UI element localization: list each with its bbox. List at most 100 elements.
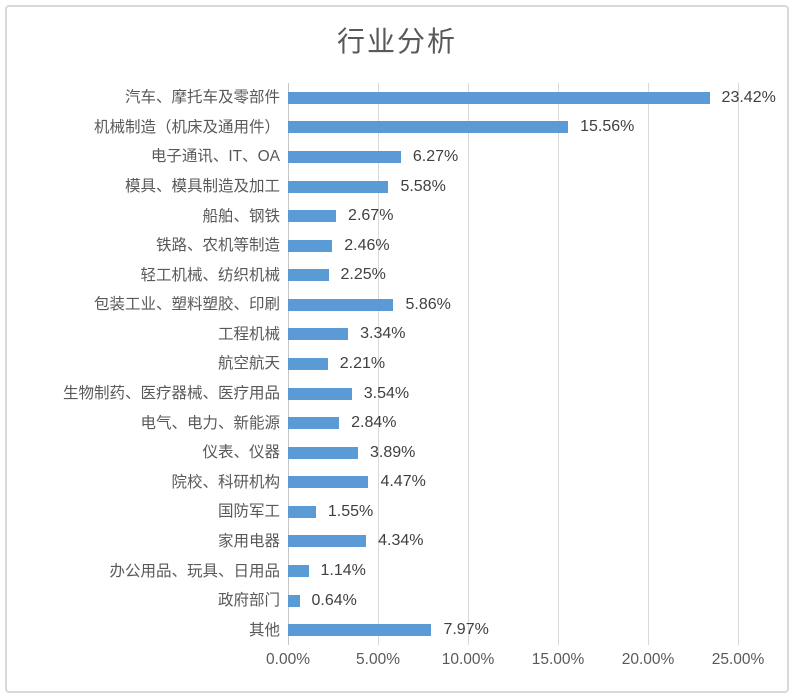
bar-track: 4.47% (288, 468, 768, 498)
value-label: 23.42% (721, 88, 776, 106)
value-label: 5.86% (405, 295, 451, 313)
bar-rows: 汽车、摩托车及零部件 23.42% 机械制造（机床及通用件） 15.56% 电子通讯、I… (8, 83, 776, 645)
value-label: 5.58% (400, 177, 446, 195)
bar-track: 2.67% (288, 201, 768, 231)
value-label: 3.89% (370, 443, 416, 461)
gridline (468, 83, 469, 645)
value-label: 3.54% (363, 384, 410, 402)
bar-row: 生物制药、医疗器械、医疗用品 3.54% (8, 379, 768, 409)
x-tick-label: 20.00% (621, 651, 675, 668)
bar-row: 电子通讯、IT、OA 6.27% (8, 142, 768, 172)
bar (288, 505, 316, 518)
category-label: 办公用品、玩具、日用品 (109, 562, 280, 580)
category-label: 政府部门 (217, 592, 280, 610)
bar (288, 121, 569, 134)
category-label: 家用电器 (217, 532, 280, 550)
bar (288, 269, 329, 282)
bar-track: 2.25% (288, 260, 768, 290)
bar (288, 357, 328, 370)
bar (288, 476, 369, 489)
category-label: 机械制造（机床及通用件） (93, 118, 280, 136)
gridline (738, 83, 739, 645)
category-label: 轻工机械、纺织机械 (140, 266, 280, 284)
bar-row: 仪表、仪器 3.89% (8, 438, 768, 468)
x-tick-label: 10.00% (441, 651, 495, 668)
value-label: 4.47% (380, 473, 426, 491)
value-label: 1.55% (327, 502, 374, 520)
bar-track: 1.14% (288, 556, 768, 586)
category-label: 仪表、仪器 (202, 444, 280, 462)
bar-track: 4.34% (288, 527, 768, 557)
bar-row: 工程机械 3.34% (8, 320, 768, 350)
value-label: 15.56% (580, 118, 635, 136)
bar (288, 210, 337, 223)
bar-track: 5.86% (288, 290, 768, 320)
bar-track: 3.34% (288, 320, 768, 350)
bar-row: 模具、模具制造及加工 5.58% (8, 172, 768, 202)
value-label: 1.14% (320, 562, 366, 580)
bar-row: 铁路、农机等制造 2.46% (8, 231, 768, 261)
bar-track: 7.97% (288, 615, 768, 645)
category-label: 船舶、钢铁 (202, 207, 280, 225)
category-label: 模具、模具制造及加工 (124, 178, 280, 195)
x-tick-label: 25.00% (711, 651, 765, 668)
value-label: 2.84% (351, 414, 397, 432)
bar-track: 2.21% (288, 349, 768, 379)
category-label: 铁路、农机等制造 (155, 237, 280, 255)
value-label: 2.46% (344, 236, 390, 254)
value-label: 6.27% (412, 147, 459, 165)
bar-row: 政府部门 0.64% (8, 586, 768, 616)
category-label: 包装工业、塑料塑胶、印刷 (93, 296, 280, 314)
bar-track: 5.58% (288, 172, 768, 202)
chart-title: 行业分析 (336, 26, 457, 57)
bar-row: 汽车、摩托车及零部件 23.42% (8, 83, 776, 113)
value-label: 0.64% (311, 591, 357, 609)
bar (288, 298, 394, 311)
x-tick-label: 15.00% (531, 651, 585, 668)
gridline (648, 83, 649, 645)
category-label: 生物制药、医疗器械、医疗用品 (62, 385, 280, 403)
category-label: 国防军工 (217, 503, 280, 521)
value-label: 7.97% (443, 621, 489, 639)
bar (288, 91, 710, 104)
bar-row: 电气、电力、新能源 2.84% (8, 408, 768, 438)
gridline (378, 83, 379, 645)
x-tick-label: 5.00% (356, 651, 400, 668)
bar (288, 328, 349, 341)
bar (288, 446, 359, 459)
bar-track: 2.84% (288, 408, 768, 438)
x-tick-label: 0.00% (266, 651, 310, 668)
value-label: 2.21% (339, 354, 386, 372)
category-label: 航空航天 (217, 355, 280, 373)
bar-track: 15.56% (288, 113, 768, 143)
bar (288, 150, 401, 163)
category-label: 其他 (248, 621, 280, 639)
bar (288, 565, 309, 578)
bar-row: 机械制造（机床及通用件） 15.56% (8, 113, 768, 143)
bar (288, 180, 389, 193)
chart-frame (5, 5, 789, 693)
bar (288, 417, 340, 430)
bar-track: 3.54% (288, 379, 768, 409)
bar-row: 办公用品、玩具、日用品 1.14% (8, 556, 768, 586)
bar-track: 6.27% (288, 142, 768, 172)
category-label: 汽车、摩托车及零部件 (124, 89, 280, 107)
value-label: 4.34% (378, 532, 424, 550)
bar-row: 家用电器 4.34% (8, 527, 768, 557)
category-label: 工程机械 (217, 325, 280, 343)
bar-row: 其他 7.97% (8, 615, 768, 645)
bar (288, 535, 367, 548)
bar-track: 3.89% (288, 438, 768, 468)
bar-row: 船舶、钢铁 2.67% (8, 201, 768, 231)
bar (288, 387, 352, 400)
bar-track: 2.46% (288, 231, 768, 261)
bar (288, 594, 300, 607)
category-label: 院校、科研机构 (171, 473, 280, 491)
bar-row: 航空航天 2.21% (8, 349, 768, 379)
gridline (558, 83, 559, 645)
bar-track: 1.55% (288, 497, 768, 527)
bar-row: 包装工业、塑料塑胶、印刷 5.86% (8, 290, 768, 320)
value-label: 3.34% (360, 325, 406, 343)
value-label: 2.67% (348, 207, 394, 225)
